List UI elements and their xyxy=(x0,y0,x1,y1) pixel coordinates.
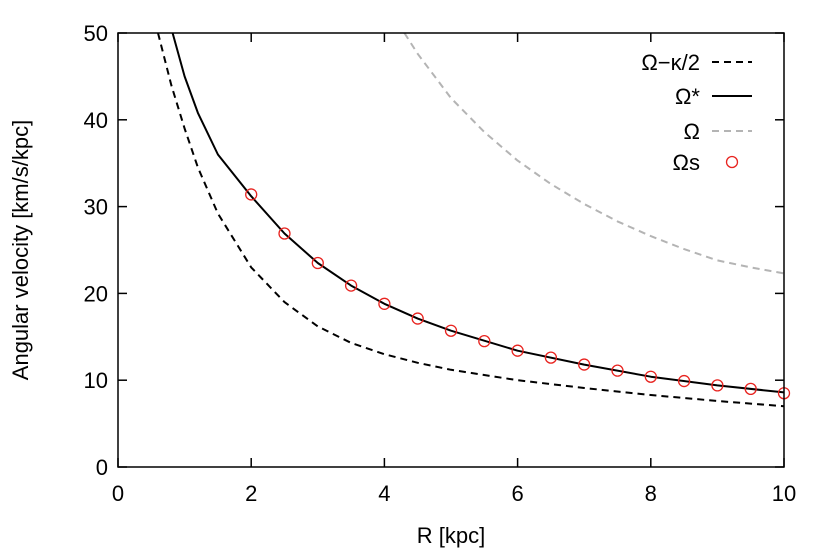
y-tick-label: 30 xyxy=(84,195,108,220)
legend-label: Ω xyxy=(684,119,700,144)
y-axis-label: Angular velocity [km/s/kpc] xyxy=(8,120,33,380)
x-tick-label: 10 xyxy=(772,481,796,506)
data-point xyxy=(644,370,657,383)
series-line-0 xyxy=(157,32,785,408)
data-point xyxy=(578,358,591,371)
data-point xyxy=(478,334,491,348)
data-point xyxy=(711,379,724,392)
y-tick-label: 10 xyxy=(84,368,108,393)
data-point xyxy=(378,297,391,310)
x-tick-label: 6 xyxy=(511,481,523,506)
data-point xyxy=(411,312,424,325)
x-tick-label: 2 xyxy=(245,481,257,506)
data-point xyxy=(677,374,691,388)
legend-label: Ω−κ/2 xyxy=(641,50,700,75)
data-point xyxy=(344,279,358,292)
plot-frame xyxy=(117,32,785,468)
data-point xyxy=(245,188,258,201)
data-point xyxy=(278,227,291,240)
tick-labels: 0 2 4 6 8 10 0 10 20 30 40 50 xyxy=(84,21,797,506)
x-axis-label: R [kpc] xyxy=(417,523,485,548)
data-point xyxy=(511,344,524,357)
x-tick-label: 0 xyxy=(112,481,124,506)
data-point xyxy=(611,364,624,377)
series-layer xyxy=(157,32,791,408)
data-point xyxy=(311,256,324,270)
data-point xyxy=(744,382,757,396)
x-tick-label: 8 xyxy=(645,481,657,506)
y-tick-label: 20 xyxy=(84,281,108,306)
series-line-1 xyxy=(171,32,785,394)
y-tick-label: 0 xyxy=(96,455,108,480)
data-point xyxy=(444,324,458,337)
legend: Ω−κ/2 Ω* Ω Ωs xyxy=(641,50,752,175)
y-tick-label: 40 xyxy=(84,108,108,133)
legend-label: Ω* xyxy=(675,84,700,109)
series-line-2 xyxy=(403,32,785,275)
y-tick-label: 50 xyxy=(84,21,108,46)
legend-label: Ωs xyxy=(673,150,700,175)
x-tick-label: 4 xyxy=(378,481,390,506)
data-point xyxy=(544,351,558,364)
legend-marker xyxy=(725,155,739,169)
